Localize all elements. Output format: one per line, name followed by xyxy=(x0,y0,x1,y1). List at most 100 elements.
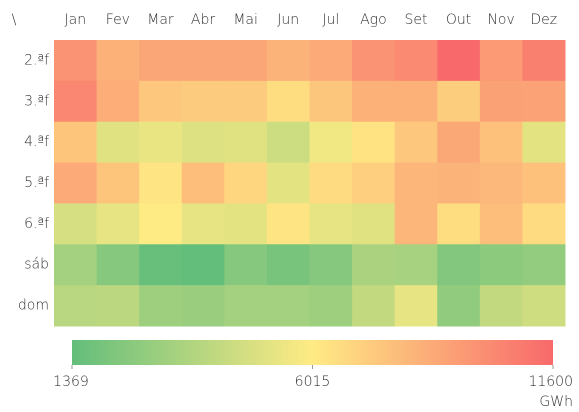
heat-cell xyxy=(96,40,140,82)
heat-cell xyxy=(352,40,396,82)
row-label: 5.ªf xyxy=(24,175,49,191)
heat-cell xyxy=(522,244,566,286)
heat-cell xyxy=(309,285,353,327)
heat-cell xyxy=(224,121,268,164)
row-label: sáb xyxy=(24,257,49,273)
heat-cell xyxy=(139,285,183,327)
heat-cell xyxy=(181,162,225,204)
heat-cell xyxy=(352,121,396,164)
heat-cell xyxy=(54,162,98,204)
heat-cell xyxy=(224,203,268,245)
colorbar-tick-label: 1369 xyxy=(53,374,89,390)
heat-cell xyxy=(181,285,225,327)
heat-cell xyxy=(266,121,310,164)
heat-cell xyxy=(309,244,353,286)
heat-cell xyxy=(96,162,140,204)
heat-cell xyxy=(522,80,566,123)
heat-cell xyxy=(394,203,438,245)
heat-cell xyxy=(139,203,183,245)
heat-cell xyxy=(352,203,396,245)
column-label: Dez xyxy=(530,12,557,28)
heat-cell xyxy=(54,244,98,286)
heat-cell xyxy=(522,203,566,245)
heat-cell xyxy=(181,40,225,82)
heat-cell xyxy=(181,121,225,164)
heat-cell xyxy=(309,80,353,123)
row-label: 4.ªf xyxy=(24,134,49,150)
heat-cell xyxy=(437,121,481,164)
heat-cell xyxy=(139,162,183,204)
row-label: 2.ªf xyxy=(24,52,49,68)
heat-cell xyxy=(139,40,183,82)
heat-cell xyxy=(309,40,353,82)
heat-cell xyxy=(54,80,98,123)
heat-cell xyxy=(394,40,438,82)
heat-cell xyxy=(352,285,396,327)
heat-cell xyxy=(394,80,438,123)
heat-cell xyxy=(479,203,523,245)
column-label: Out xyxy=(446,12,471,28)
heat-cell xyxy=(54,285,98,327)
heat-cell xyxy=(139,80,183,123)
heat-cell xyxy=(224,80,268,123)
heat-cell xyxy=(437,40,481,82)
heat-cell xyxy=(394,162,438,204)
colorbar-tick-label: 11600 xyxy=(528,374,573,390)
heat-cell xyxy=(139,244,183,286)
heat-cell xyxy=(522,40,566,82)
colorbar-unit: GWh xyxy=(539,394,573,410)
heat-cell xyxy=(224,244,268,286)
heat-cell xyxy=(394,121,438,164)
heat-cell xyxy=(437,162,481,204)
heat-cell xyxy=(96,121,140,164)
heat-cell xyxy=(181,203,225,245)
heat-cell xyxy=(266,80,310,123)
heat-cell xyxy=(437,244,481,286)
column-label: Ago xyxy=(360,12,387,28)
colorbar-tick-label: 6015 xyxy=(295,374,331,390)
column-label: Mar xyxy=(147,12,174,28)
heat-cell xyxy=(181,244,225,286)
heat-cell xyxy=(437,203,481,245)
heat-cell xyxy=(181,80,225,123)
heat-cell xyxy=(139,121,183,164)
heat-cell xyxy=(54,121,98,164)
heat-cell xyxy=(96,285,140,327)
heat-cell xyxy=(266,244,310,286)
heat-cell xyxy=(352,244,396,286)
column-label: Set xyxy=(404,12,427,28)
heat-cell xyxy=(479,40,523,82)
heat-cell xyxy=(224,40,268,82)
column-label: Nov xyxy=(487,12,514,28)
heat-cell xyxy=(394,285,438,327)
column-label: Fev xyxy=(106,12,130,28)
heat-cell xyxy=(479,244,523,286)
heat-cell xyxy=(266,162,310,204)
row-label: 6.ªf xyxy=(24,216,49,232)
heat-cell xyxy=(437,285,481,327)
column-label: Jan xyxy=(64,12,86,28)
heat-cell xyxy=(437,80,481,123)
heat-cell xyxy=(479,162,523,204)
heat-cell xyxy=(309,162,353,204)
row-label: dom xyxy=(18,298,49,314)
heat-cell xyxy=(479,285,523,327)
heat-cell xyxy=(96,244,140,286)
heat-cell xyxy=(224,162,268,204)
heat-cell xyxy=(54,40,98,82)
row-label: 3.ªf xyxy=(24,93,49,109)
column-label: Mai xyxy=(233,12,258,28)
heat-cell xyxy=(352,162,396,204)
heat-cell xyxy=(522,162,566,204)
column-label: Abr xyxy=(191,12,215,28)
column-label: Jul xyxy=(322,12,339,28)
heat-cell xyxy=(266,40,310,82)
heat-cell xyxy=(266,203,310,245)
heat-cell xyxy=(522,285,566,327)
heat-cell xyxy=(96,203,140,245)
colorbar xyxy=(72,340,553,365)
heat-cell xyxy=(394,244,438,286)
heat-cell xyxy=(309,203,353,245)
column-label: Jun xyxy=(277,12,299,28)
